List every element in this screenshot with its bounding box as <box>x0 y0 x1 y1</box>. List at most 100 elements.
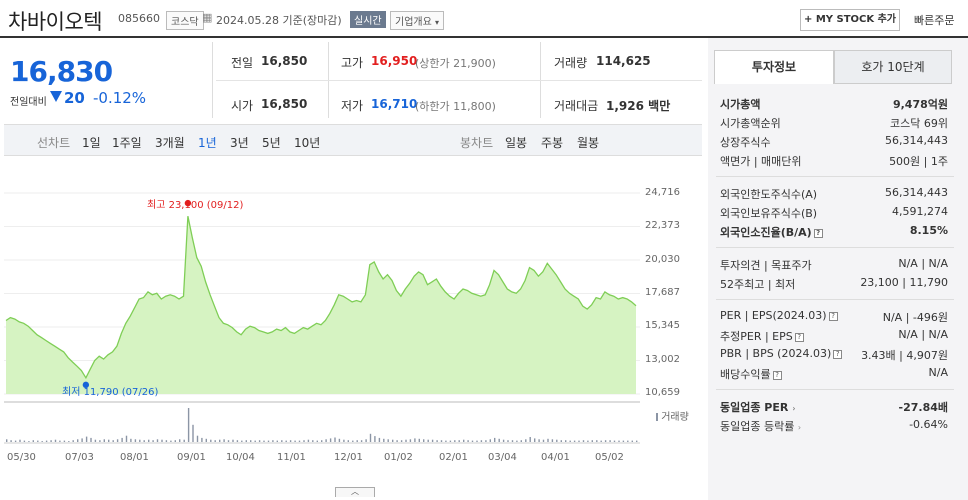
volume-bar <box>63 440 66 442</box>
sector-rate-label: 동일업종 등락률 <box>720 420 795 433</box>
volume-bar <box>343 439 345 442</box>
wk52-label: 52주최고 | 최저 <box>720 278 796 291</box>
help-icon[interactable]: ? <box>794 332 804 342</box>
tab-order-book[interactable]: 호가 10단계 <box>834 50 952 84</box>
volume-bar <box>81 438 83 442</box>
x-tick: 04/01 <box>541 452 570 463</box>
quick-order-link[interactable]: 빠른주문 <box>914 14 955 27</box>
volume-bar <box>174 440 176 442</box>
add-my-stock-button[interactable]: + MY STOCK 추가 <box>800 9 900 31</box>
volume-bar <box>272 440 274 442</box>
volume-bar <box>427 439 429 442</box>
y-tick: 17,687 <box>645 287 680 298</box>
investment-info-panel <box>708 38 968 500</box>
volume-bar <box>547 438 549 442</box>
sector-rate-row[interactable]: 동일업종 등락률 › <box>720 418 801 434</box>
volume-bar <box>134 439 137 442</box>
quote-row-divider <box>216 80 702 81</box>
tab-3y[interactable]: 3년 <box>230 136 249 150</box>
volume-bar <box>298 440 301 442</box>
collapse-chart-handle[interactable]: ︿ <box>335 487 375 497</box>
volume-bar <box>187 408 190 442</box>
y-tick: 15,345 <box>645 320 680 331</box>
volume-bar <box>423 439 425 442</box>
x-tick: 03/04 <box>488 452 517 463</box>
tab-1d[interactable]: 1일 <box>82 136 101 150</box>
y-tick: 13,002 <box>645 354 680 365</box>
company-info-dropdown[interactable]: 기업개요 ▾ <box>390 11 445 30</box>
prev-close-value: 16,850 <box>261 54 308 68</box>
face-value-label: 액면가 | 매매단위 <box>720 155 802 168</box>
volume-bar <box>338 438 341 442</box>
help-icon[interactable]: ? <box>828 311 838 321</box>
high-marker <box>184 199 192 207</box>
volume-bar <box>556 439 558 442</box>
volume-bar <box>458 440 460 442</box>
pbr-row: PBR | BPS (2024.03)? <box>720 347 843 360</box>
realtime-button[interactable]: 실시간 <box>350 11 386 28</box>
volume-bar <box>103 439 105 442</box>
tab-investment-info[interactable]: 투자정보 <box>714 50 834 84</box>
volume-bar <box>418 438 420 442</box>
opinion-label: 투자의견 | 목표주가 <box>720 259 812 272</box>
line-chart-label: 선차트 <box>37 136 71 150</box>
volume-bar <box>600 440 602 442</box>
volume-bar <box>480 440 483 442</box>
candle-chart-label: 봉차트 <box>460 136 494 150</box>
x-tick: 12/01 <box>334 452 363 463</box>
volume-bar <box>77 439 79 442</box>
dividend-value: N/A <box>928 366 948 379</box>
volume-bar <box>498 438 500 442</box>
panel-divider <box>716 389 954 390</box>
tab-1y[interactable]: 1년 <box>198 136 217 150</box>
shares-label: 상장주식수 <box>720 136 771 149</box>
volume-bar <box>321 440 323 442</box>
volume-bar <box>347 440 349 442</box>
volume-bar <box>352 440 354 442</box>
price-area <box>6 216 636 394</box>
volume-bar <box>609 440 611 442</box>
tab-weekly[interactable]: 주봉 <box>541 136 564 150</box>
sector-per-row[interactable]: 동일업종 PER › <box>720 399 796 415</box>
volume-bar <box>245 440 247 442</box>
foreign-hold-label: 외국인보유주식수(B) <box>720 207 818 220</box>
volume-bar <box>551 439 554 442</box>
lower-limit: (하한가 11,800) <box>415 100 496 113</box>
tab-1w[interactable]: 1주일 <box>112 136 142 150</box>
x-tick: 11/01 <box>277 452 306 463</box>
volume-bar <box>143 440 145 442</box>
volume-bar <box>258 440 261 442</box>
foreign-rate-label: 외국인소진율(B/A) <box>720 226 812 239</box>
help-icon[interactable]: ? <box>772 370 782 380</box>
volume-bar <box>94 439 97 442</box>
volume-bar <box>99 440 101 442</box>
volume-bar <box>223 439 225 442</box>
stock-name: 차바이오텍 <box>8 10 103 34</box>
help-icon[interactable]: ? <box>833 349 843 359</box>
tab-10y[interactable]: 10년 <box>294 136 321 150</box>
volume-bar <box>23 440 26 442</box>
tab-monthly[interactable]: 월봉 <box>577 136 600 150</box>
market-cap-rank-value: 코스닥 69위 <box>890 117 948 130</box>
tab-daily[interactable]: 일봉 <box>505 136 528 150</box>
chevron-right-icon: › <box>792 404 796 413</box>
volume-bar <box>68 441 70 442</box>
stock-code: 085660 <box>118 12 160 25</box>
volume-bar <box>41 441 43 442</box>
face-value: 500원 | 1주 <box>889 155 948 168</box>
volume-bar <box>90 437 92 442</box>
foreign-rate-row: 외국인소진율(B/A)? <box>720 224 823 240</box>
tab-3m[interactable]: 3개월 <box>155 136 185 150</box>
y-tick: 22,373 <box>645 220 680 231</box>
y-tick: 24,716 <box>645 187 680 198</box>
low-annotation: 최저 11,790 (07/26) <box>62 387 159 398</box>
change-label: 전일대비 <box>10 97 47 108</box>
low-label: 저가 <box>341 99 364 113</box>
high-label: 고가 <box>341 56 364 70</box>
volume-bar <box>436 440 438 442</box>
market-cap-label: 시가총액 <box>720 98 761 111</box>
quote-date: 2024.05.28 기준(장마감) <box>216 12 342 28</box>
help-icon[interactable]: ? <box>813 228 823 238</box>
tab-5y[interactable]: 5년 <box>262 136 281 150</box>
high-value: 16,950 <box>371 54 418 68</box>
